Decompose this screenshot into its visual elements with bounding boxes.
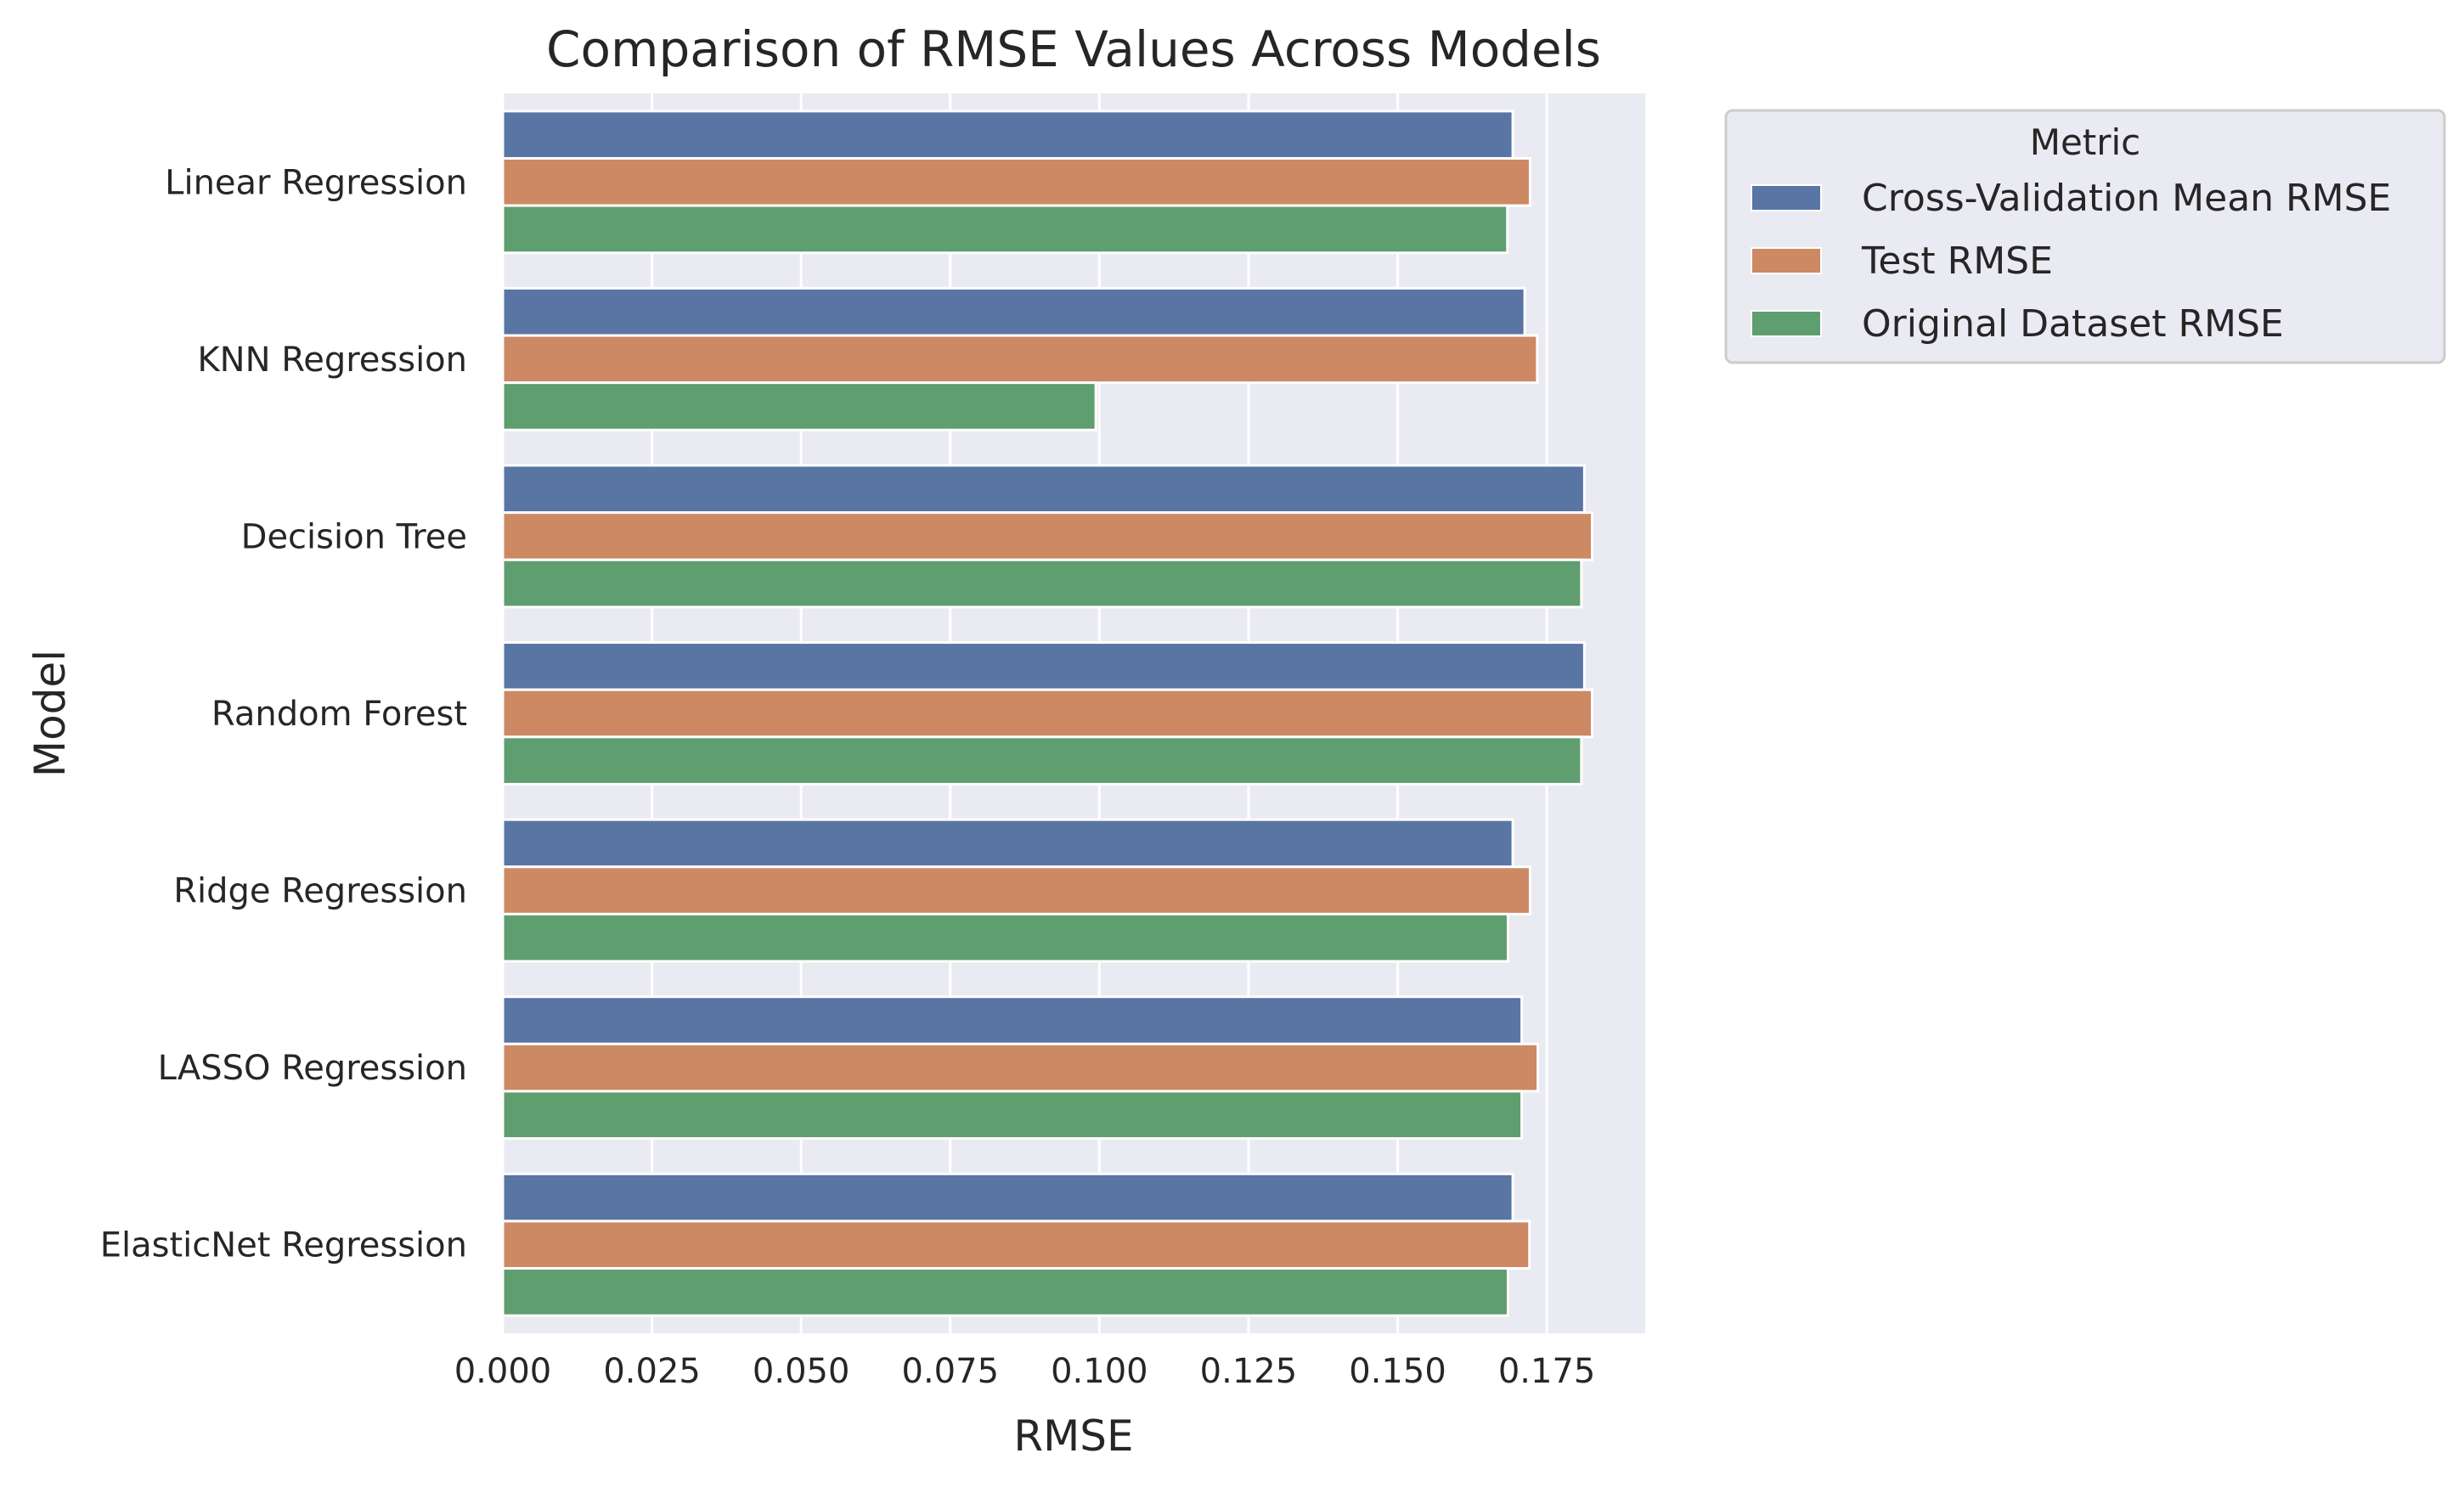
y-tick-label: KNN Regression — [197, 341, 467, 380]
legend-frame — [1724, 109, 2446, 364]
bar-3-3 — [501, 558, 1583, 609]
bar-2-5 — [501, 865, 1531, 915]
y-tick-label: LASSO Regression — [158, 1049, 467, 1088]
bar-3-1 — [501, 204, 1509, 255]
x-tick-label: 0.000 — [454, 1352, 552, 1391]
bar-1-1 — [501, 110, 1514, 160]
bar-1-2 — [501, 286, 1526, 337]
bar-3-5 — [501, 912, 1509, 963]
x-tick-label: 0.075 — [902, 1352, 1000, 1391]
bar-3-7 — [501, 1267, 1509, 1317]
y-axis-label: Model — [25, 650, 75, 777]
legend-items: Cross-Validation Mean RMSE Test RMSE Origi… — [1751, 177, 2391, 346]
x-tick-labels: 0.000 0.025 0.050 0.075 0.100 0.125 0.150 0.175 — [454, 1352, 1596, 1391]
y-tick-label: Linear Regression — [165, 163, 467, 202]
x-tick-label: 0.175 — [1498, 1352, 1596, 1391]
bar-2-6 — [501, 1042, 1540, 1093]
y-tick-labels: Linear Regression KNN Regression Decision … — [100, 163, 467, 1265]
legend: Metric Cross-Validation Mean RMSE Test RM… — [1724, 109, 2446, 364]
legend-title: Metric — [2030, 121, 2141, 163]
chart-title: Comparison of RMSE Values Across Models — [546, 20, 1601, 78]
legend-label: Cross-Validation Mean RMSE — [1862, 177, 2391, 220]
bar-1-7 — [501, 1172, 1514, 1223]
bar-2-7 — [501, 1219, 1531, 1270]
bars — [501, 110, 1593, 1317]
y-tick-label: ElasticNet Regression — [100, 1226, 467, 1265]
bar-2-2 — [501, 334, 1539, 385]
bar-3-6 — [501, 1090, 1524, 1141]
bar-1-5 — [501, 818, 1514, 869]
x-tick-label: 0.150 — [1349, 1352, 1446, 1391]
bar-2-1 — [501, 156, 1531, 207]
x-tick-label: 0.050 — [753, 1352, 850, 1391]
bar-3-2 — [501, 381, 1097, 431]
y-tick-label: Ridge Regression — [173, 872, 467, 911]
y-tick-label: Random Forest — [211, 695, 467, 734]
x-axis-label: RMSE — [1013, 1411, 1133, 1461]
bar-2-3 — [501, 511, 1593, 561]
x-tick-label: 0.125 — [1200, 1352, 1298, 1391]
legend-label: Original Dataset RMSE — [1862, 302, 2284, 346]
bar-1-4 — [501, 641, 1586, 691]
legend-swatch — [1751, 310, 1822, 337]
legend-swatch — [1751, 247, 1822, 274]
bar-3-4 — [501, 735, 1583, 786]
bar-2-4 — [501, 688, 1593, 739]
legend-label: Test RMSE — [1861, 239, 2053, 283]
bar-1-3 — [501, 464, 1586, 515]
legend-swatch — [1751, 184, 1822, 211]
x-tick-label: 0.025 — [603, 1352, 701, 1391]
y-tick-label: Decision Tree — [241, 517, 467, 556]
bar-1-6 — [501, 995, 1524, 1045]
x-tick-label: 0.100 — [1051, 1352, 1148, 1391]
